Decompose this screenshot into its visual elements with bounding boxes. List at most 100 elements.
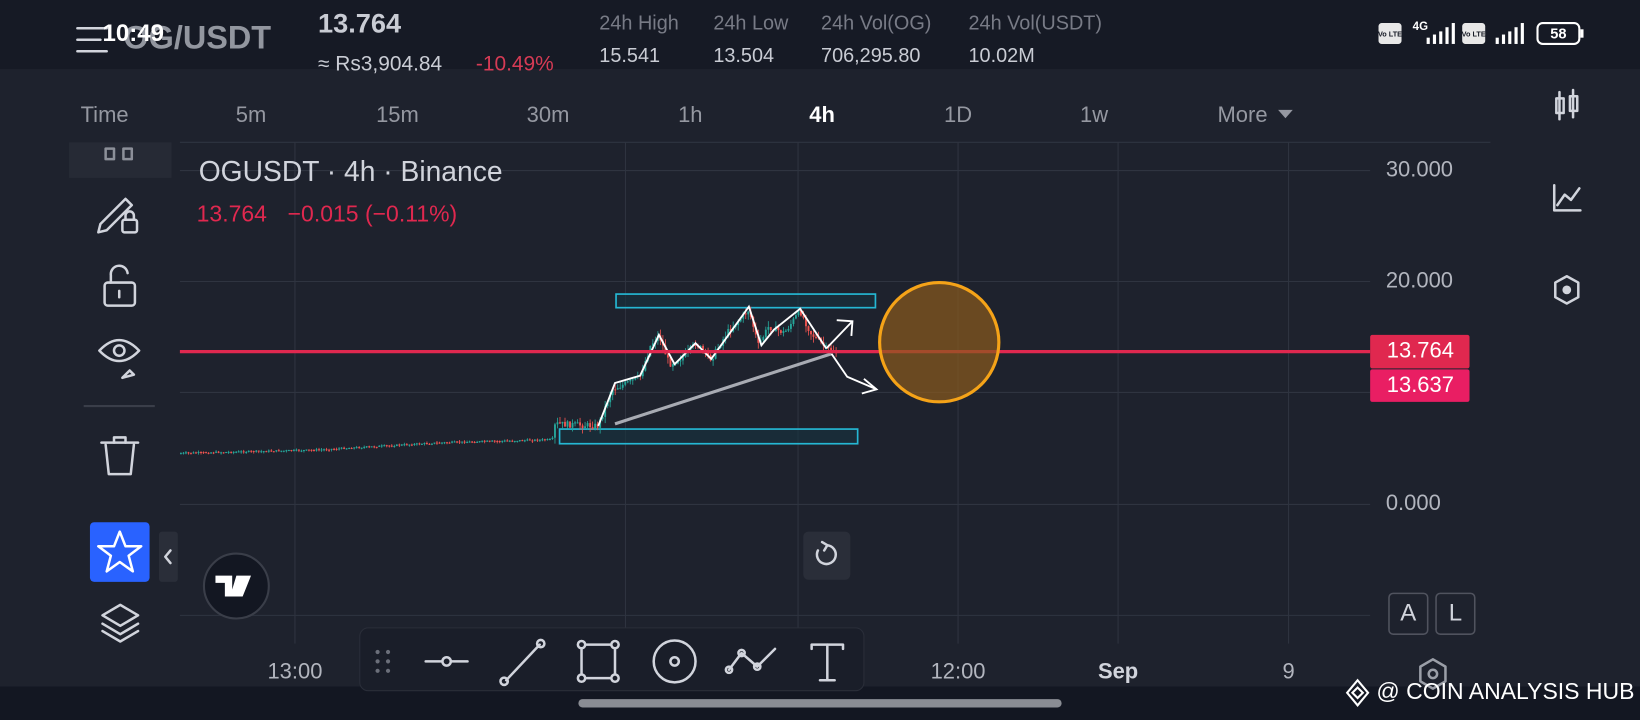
candle-body [290,450,293,452]
candle-body [267,450,270,452]
settings-icon[interactable] [1419,658,1447,690]
candle-body [205,452,207,454]
candle-body [571,422,574,428]
countdown-tag [1370,369,1470,402]
candle-body [576,422,579,424]
candle-body [426,442,428,445]
candle-body [481,440,484,442]
rectangle-tool[interactable] [576,639,620,684]
timeframe[interactable]: 1h [678,102,702,127]
candle-body [448,442,451,444]
candle-body [247,450,250,452]
candle-body [383,445,386,447]
collapse-button[interactable] [158,531,178,582]
timeframe[interactable]: More [1218,102,1268,127]
candle-body [436,442,438,444]
stat-label: 24h Low [713,12,789,34]
candle-body [737,321,740,326]
candle-body [428,443,431,445]
circle-tool[interactable] [652,639,697,684]
timeframe[interactable]: 5m [236,102,267,127]
timeframe-bar: Time 5m 15m 30m 1h 4h 1D 1w More [81,102,1293,127]
menu-icon[interactable] [76,27,108,53]
indicators-icon[interactable] [1552,183,1582,212]
candle-body [408,444,411,446]
candle-body [348,447,351,450]
candle-body [323,449,325,451]
candle-body [601,416,604,420]
candle-body [187,452,190,454]
candle-body [328,449,330,451]
lock-icon[interactable] [103,264,137,307]
scale-button[interactable] [1435,592,1476,635]
candle-body [227,451,230,453]
candle-body [651,343,654,346]
candle-body [559,422,561,424]
time-label: 13:00 [267,659,322,684]
candle-body [297,449,300,451]
candle-body [712,358,715,361]
scale-button[interactable] [1388,592,1429,635]
objects-icon[interactable] [1554,275,1580,305]
timeframe[interactable]: 15m [376,102,419,127]
candle-body [303,450,305,452]
draw-lock-icon[interactable] [97,197,139,234]
delete-icon[interactable] [100,436,140,476]
candle-body [491,440,494,442]
drag-handle[interactable] [375,649,391,673]
text-tool[interactable] [810,643,845,682]
candle-body [282,450,285,452]
timeframe[interactable]: 1w [1080,102,1108,127]
layout-icon[interactable] [104,147,134,161]
candle-body [403,444,406,446]
candle-body [365,446,368,448]
candle-body [315,449,318,451]
stat-value: 15.541 [599,45,660,67]
candle-body [586,423,589,427]
candle-body [584,426,587,428]
timeframe[interactable]: 30m [527,102,570,127]
favorite-button[interactable] [89,522,150,582]
candle-body [451,441,453,443]
candle-body [546,439,549,441]
star-icon [97,530,143,573]
candle-body [526,439,529,441]
timeframe[interactable]: Time [81,102,129,127]
timeframe[interactable]: 4h [809,102,835,127]
candle-body [561,421,564,424]
watermark: @ COIN ANALYSIS HUB [1376,678,1634,704]
candle-body [275,450,278,452]
candle-body [202,452,205,454]
candle-body [345,448,348,450]
volte-label: Vo LTE [1462,29,1486,38]
candle-body [446,442,448,444]
candle-body [217,451,220,453]
resistance-zone [615,293,877,309]
candle-body [684,352,687,357]
candle-body [488,440,491,442]
timeframe[interactable]: 1D [944,102,972,127]
candle-body [634,377,637,380]
trend-line-tool[interactable] [499,638,546,687]
horizontal-line-tool[interactable] [424,655,469,667]
drawing-toolbar [359,627,865,692]
path-tool[interactable] [724,647,777,675]
candle-body [533,439,536,441]
candle-body [742,313,745,319]
visibility-icon[interactable] [98,338,141,380]
candles-icon[interactable] [1555,88,1579,121]
candle-body [207,452,210,454]
change: -10.49% [476,52,554,75]
candle-body [182,452,185,454]
layers-icon[interactable] [101,603,140,643]
candle-body [581,425,584,428]
reset-button[interactable] [803,531,851,580]
candle-body [830,347,833,352]
legend-last: 13.764 [197,201,268,227]
arrows [825,319,879,395]
candle-body [338,448,341,450]
scale-button-label: L [1449,600,1462,627]
candle-body [496,440,499,443]
candle-body [295,449,298,451]
candle-body [250,450,253,452]
